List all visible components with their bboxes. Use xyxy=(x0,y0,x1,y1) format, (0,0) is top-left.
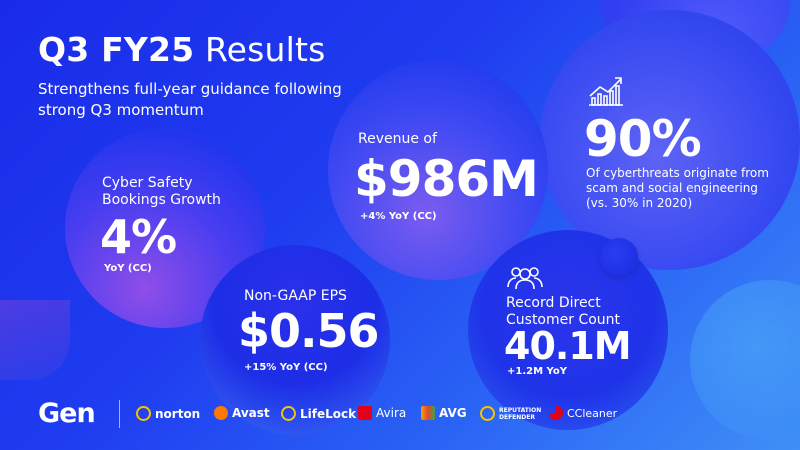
avg-logo-icon xyxy=(421,406,435,420)
decor-circle-cyberthreats xyxy=(540,10,800,270)
revenue-value: $986M xyxy=(354,150,539,208)
brand-avira: Avira xyxy=(358,406,406,420)
brand-lifelock: LifeLock xyxy=(281,406,356,421)
ccleaner-logo-icon xyxy=(549,406,563,420)
brand-ccleaner: CCleaner xyxy=(549,406,617,420)
decor-corner-shape xyxy=(0,300,70,380)
cyberthreats-description: Of cyberthreats originate from scam and … xyxy=(586,166,769,210)
customers-note: +1.2M YoY xyxy=(507,366,567,377)
brand-reputation-defender: REPUTATION DEFENDER xyxy=(480,406,541,421)
customers-label: Record Direct Customer Count xyxy=(506,295,621,328)
revenue-note: +4% YoY (CC) xyxy=(360,211,437,222)
decor-small-circle xyxy=(600,238,638,276)
gen-logo: Gen xyxy=(38,398,96,429)
eps-label: Non-GAAP EPS xyxy=(244,288,347,304)
eps-value: $0.56 xyxy=(238,304,380,358)
avast-logo-icon xyxy=(214,406,228,420)
people-group-icon xyxy=(505,264,545,294)
norton-check-icon xyxy=(136,406,151,421)
subtitle: Strengthens full-year guidance following… xyxy=(38,80,342,119)
decor-circle-eps xyxy=(200,245,390,435)
cyberthreats-value: 90% xyxy=(584,110,702,168)
growth-chart-icon xyxy=(586,72,626,114)
revenue-label: Revenue of xyxy=(358,131,437,147)
bookings-note: YoY (CC) xyxy=(104,263,152,274)
reputation-defender-icon xyxy=(480,406,495,421)
bookings-value: 4% xyxy=(100,210,177,264)
decor-circle-revenue xyxy=(328,60,548,280)
eps-note: +15% YoY (CC) xyxy=(244,362,328,373)
brand-norton: norton xyxy=(136,406,200,421)
bookings-label: Cyber Safety Bookings Growth xyxy=(102,175,221,208)
lifelock-lock-icon xyxy=(281,406,296,421)
brand-bar: Gen norton Avast LifeLock Avira AVG REPU… xyxy=(0,392,800,438)
brand-avg: AVG xyxy=(421,406,467,420)
brand-avast: Avast xyxy=(214,406,270,420)
page-title: Q3 FY25 Results xyxy=(38,30,326,69)
divider xyxy=(119,400,120,428)
avira-logo-icon xyxy=(358,406,372,420)
customers-value: 40.1M xyxy=(504,324,632,368)
